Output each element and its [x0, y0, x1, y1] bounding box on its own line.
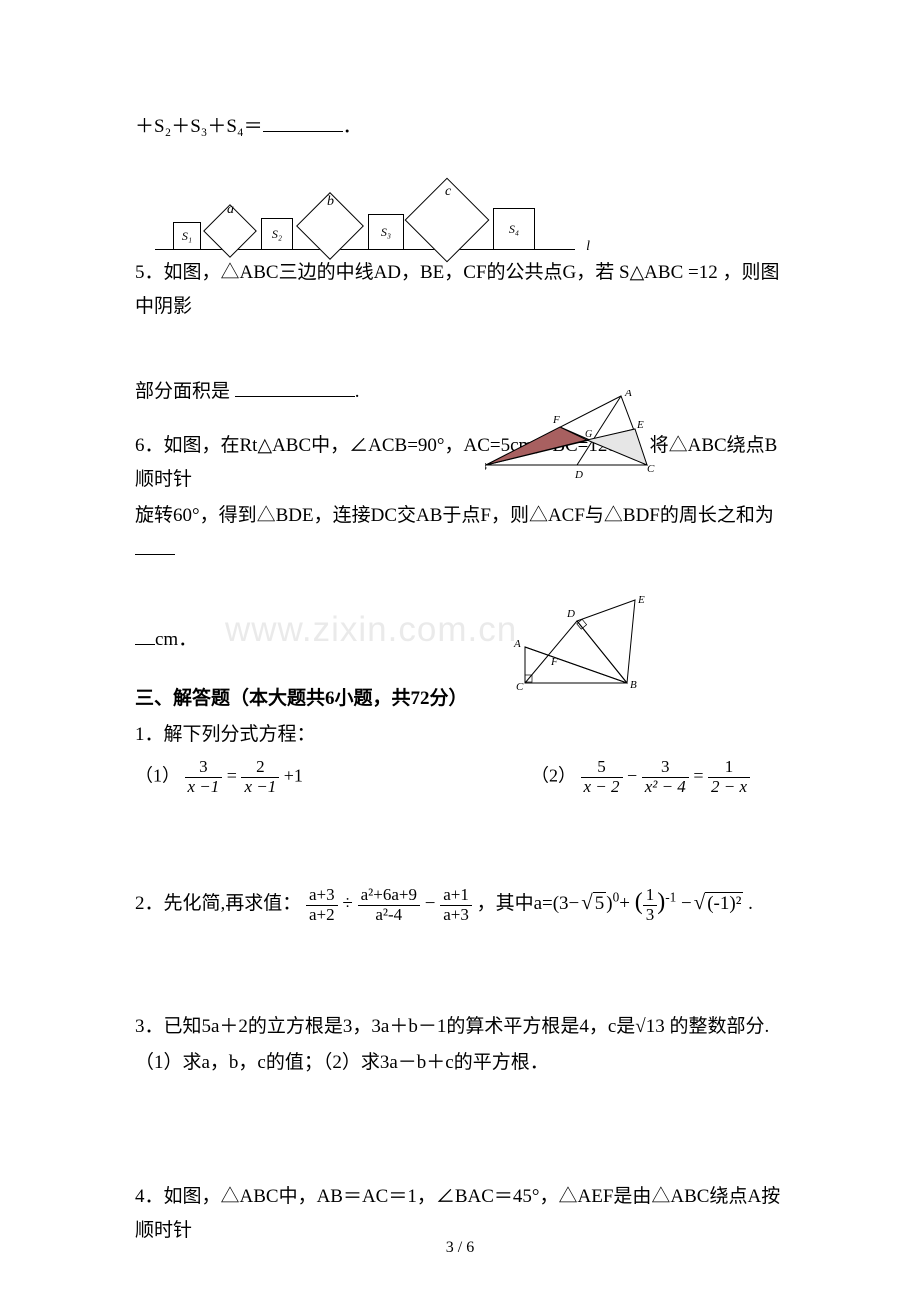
- blank-q6b: [135, 626, 155, 645]
- s1-label: S₁: [182, 229, 192, 244]
- q3-1-heading: 1．解下列分式方程：: [135, 718, 785, 752]
- q3-2-label: 2．先化简,再求值：: [135, 893, 301, 914]
- s2-label: S₂: [272, 227, 282, 242]
- squares-diagram: l a b c S₁ S₂ S₃ S₄: [155, 150, 575, 250]
- svg-text:E: E: [636, 419, 644, 431]
- svg-text:F: F: [552, 414, 560, 426]
- square-s4: S₄: [493, 208, 535, 250]
- top-text: ＋S₂＋S₃＋S₄＝: [135, 116, 263, 137]
- svg-text:C: C: [647, 463, 655, 475]
- svg-text:A: A: [513, 638, 521, 650]
- svg-text:A: A: [624, 390, 632, 399]
- diamond-b-label: b: [327, 194, 334, 210]
- square-s2: S₂: [261, 218, 293, 250]
- q6-text3: cm．: [155, 629, 197, 650]
- q5-line1: 5．如图，△ABC三边的中线AD，BE，CF的公共点G，若 S△ABC =12 …: [135, 256, 785, 324]
- svg-text:D: D: [574, 469, 583, 481]
- q3-4: 4．如图，△ABC中，AB＝AC＝1，∠BAC＝45°，△AEF是由△ABC绕点…: [135, 1180, 785, 1248]
- diamond-a-label: a: [227, 202, 234, 218]
- svg-text:G: G: [585, 429, 592, 440]
- q6-text1: 6．如图，在Rt△ABC中，∠ACB=90°，AC=5cm，BC=12cm，将△…: [135, 435, 777, 490]
- square-s1: S₁: [173, 222, 201, 250]
- q5-text2: 部分面积是: [135, 381, 235, 402]
- eq2: （2） 5x − 2 − 3x² − 4 = 12 − x: [531, 758, 750, 796]
- eq1: （1） 3x −1 = 2x −1 +1: [135, 758, 303, 796]
- eq1-label: （1）: [135, 765, 180, 785]
- q6-line1: 6．如图，在Rt△ABC中，∠ACB=90°，AC=5cm，BC=12cm，将△…: [135, 429, 785, 497]
- svg-text:D: D: [566, 608, 575, 620]
- svg-text:F: F: [550, 656, 558, 668]
- blank-q5: [235, 378, 355, 397]
- rotation-diagram: A B C D E F: [505, 595, 655, 715]
- top-fragment: ＋S₂＋S₃＋S₄＝．: [135, 110, 785, 144]
- q3-3-line1: 3．已知5a＋2的立方根是3，3a＋b－1的算术平方根是4，c是√13 的整数部…: [135, 1010, 785, 1044]
- svg-text:E: E: [637, 595, 645, 606]
- q3-1-equations: （1） 3x −1 = 2x −1 +1 （2） 5x − 2 − 3x² − …: [135, 758, 785, 796]
- section3-title: 三、解答题（本大题共6小题，共72分）: [135, 682, 785, 716]
- s4-label: S₄: [509, 222, 519, 237]
- triangle-centroid-diagram: A B C D E F G: [485, 390, 655, 485]
- blank-input: [263, 113, 343, 132]
- q3-3-line2: （1）求a，b，c的值；（2）求3a－b＋c的平方根．: [135, 1046, 785, 1080]
- blank-q6a: [135, 536, 175, 555]
- q5-text: 5．如图，△ABC三边的中线AD，BE，CF的公共点G，若 S△ABC =12 …: [135, 262, 779, 317]
- q5-line2: 部分面积是 .: [135, 375, 785, 409]
- q6-line3: cm．: [135, 623, 785, 657]
- q3-2: 2．先化简,再求值： a+3a+2 ÷ a²+6a+9a²-4 − a+1a+3…: [135, 881, 785, 924]
- s3-label: S₃: [381, 225, 391, 240]
- svg-text:B: B: [485, 461, 487, 473]
- l-label: l: [586, 239, 590, 255]
- q6-line2: 旋转60°，得到△BDE，连接DC交AB于点F，则△ACF与△BDF的周长之和为: [135, 499, 785, 567]
- square-s3: S₃: [368, 214, 404, 250]
- eq2-label: （2）: [531, 765, 576, 785]
- q6-text2: 旋转60°，得到△BDE，连接DC交AB于点F，则△ACF与△BDF的周长之和为: [135, 505, 774, 526]
- svg-text:B: B: [630, 679, 637, 691]
- svg-text:C: C: [516, 681, 524, 693]
- diamond-c-label: c: [445, 184, 451, 200]
